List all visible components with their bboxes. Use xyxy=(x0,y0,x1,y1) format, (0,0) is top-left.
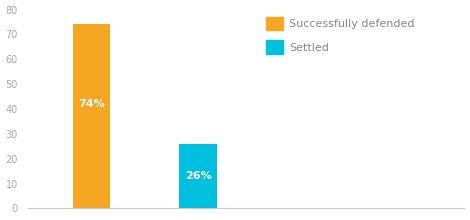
Text: 26%: 26% xyxy=(185,171,212,181)
Legend: Successfully defended, Settled: Successfully defended, Settled xyxy=(260,11,420,59)
Text: 74%: 74% xyxy=(78,99,105,109)
Bar xyxy=(73,24,110,208)
Bar xyxy=(180,144,217,208)
